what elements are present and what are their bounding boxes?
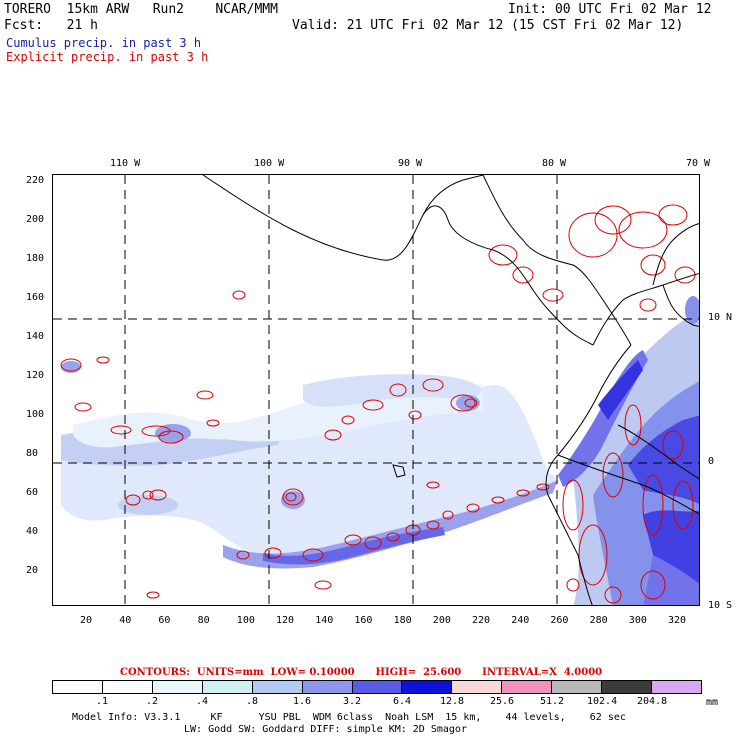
colorbar-swatch — [352, 681, 403, 693]
precip-map — [52, 174, 700, 606]
longitude-label: 90 W — [398, 158, 423, 169]
y-tick-label: 100 — [26, 409, 45, 420]
colorbar-label: 204.8 — [637, 696, 668, 707]
map-canvas — [53, 175, 699, 605]
y-tick-label: 220 — [26, 175, 45, 186]
colorbar-label: 6.4 — [393, 696, 412, 707]
colorbar-label: 12.8 — [440, 696, 465, 707]
colorbar-swatch — [152, 681, 203, 693]
colorbar-swatch — [252, 681, 303, 693]
cumulus-precip-shading — [61, 296, 699, 605]
x-tick-label: 280 — [589, 615, 608, 626]
colorbar-label: 25.6 — [490, 696, 515, 707]
y-tick-label: 180 — [26, 253, 45, 264]
x-tick-label: 120 — [276, 615, 295, 626]
colorbar-swatch — [102, 681, 153, 693]
x-tick-label: 100 — [236, 615, 255, 626]
colorbar-label: 1.6 — [293, 696, 312, 707]
model-info: Model Info: V3.3.1 KF YSU PBL WDM 6class… — [72, 712, 626, 723]
x-tick-label: 80 — [197, 615, 210, 626]
y-tick-label: 140 — [26, 331, 45, 342]
latitude-label: 10 N — [708, 312, 733, 323]
colorbar-label: 51.2 — [540, 696, 565, 707]
explicit-precip-contours — [60, 204, 696, 604]
longitude-label: 100 W — [254, 158, 285, 169]
colorbar-label: 102.4 — [587, 696, 618, 707]
latitude-label: 10 S — [708, 600, 733, 611]
x-tick-label: 320 — [668, 615, 687, 626]
init-time: Init: 00 UTC Fri 02 Mar 12 — [508, 2, 712, 17]
lat-lon-grid — [53, 175, 699, 605]
y-tick-label: 40 — [26, 526, 39, 537]
colorbar-label: .1 — [96, 696, 109, 707]
run-title: TORERO 15km ARW Run2 NCAR/MMM — [4, 2, 278, 17]
x-tick-label: 140 — [315, 615, 334, 626]
x-tick-label: 240 — [511, 615, 530, 626]
latitude-label: 0 — [708, 456, 715, 467]
colorbar-swatch — [302, 681, 353, 693]
colorbar-swatch — [652, 681, 701, 693]
model-physics: LW: Godd SW: Goddard DIFF: simple KM: 2D… — [184, 724, 467, 735]
colorbar-label: .4 — [196, 696, 209, 707]
y-tick-label: 160 — [26, 292, 45, 303]
valid-time: Valid: 21 UTC Fri 02 Mar 12 (15 CST Fri … — [292, 18, 684, 33]
y-tick-label: 120 — [26, 370, 45, 381]
x-tick-label: 300 — [628, 615, 647, 626]
colorbar — [52, 680, 702, 694]
x-tick-label: 160 — [354, 615, 373, 626]
colorbar-label: .8 — [246, 696, 259, 707]
coastlines — [202, 175, 699, 605]
colorbar-swatch — [602, 681, 653, 693]
colorbar-label: .2 — [146, 696, 159, 707]
x-tick-label: 200 — [432, 615, 451, 626]
y-tick-label: 80 — [26, 448, 39, 459]
colorbar-swatch — [202, 681, 253, 693]
y-tick-label: 200 — [26, 214, 45, 225]
longitude-label: 70 W — [686, 158, 711, 169]
y-tick-label: 60 — [26, 487, 39, 498]
colorbar-label: 3.2 — [343, 696, 362, 707]
colorbar-swatch — [452, 681, 503, 693]
colorbar-unit: mm — [706, 697, 719, 708]
colorbar-swatch — [402, 681, 453, 693]
legend-explicit: Explicit precip. in past 3 h — [6, 50, 209, 64]
x-tick-label: 260 — [550, 615, 569, 626]
x-tick-label: 60 — [158, 615, 171, 626]
x-tick-label: 180 — [393, 615, 412, 626]
longitude-label: 110 W — [110, 158, 141, 169]
legend-cumulus: Cumulus precip. in past 3 h — [6, 36, 202, 50]
x-tick-label: 20 — [80, 615, 93, 626]
colorbar-swatch — [552, 681, 603, 693]
x-tick-label: 40 — [119, 615, 132, 626]
contour-info: CONTOURS: UNITS=mm LOW= 0.10000 HIGH= 25… — [120, 667, 603, 678]
forecast-hour: Fcst: 21 h — [4, 18, 98, 33]
colorbar-swatch — [53, 681, 103, 693]
x-tick-label: 220 — [472, 615, 491, 626]
longitude-label: 80 W — [542, 158, 567, 169]
colorbar-swatch — [502, 681, 553, 693]
y-tick-label: 20 — [26, 565, 39, 576]
